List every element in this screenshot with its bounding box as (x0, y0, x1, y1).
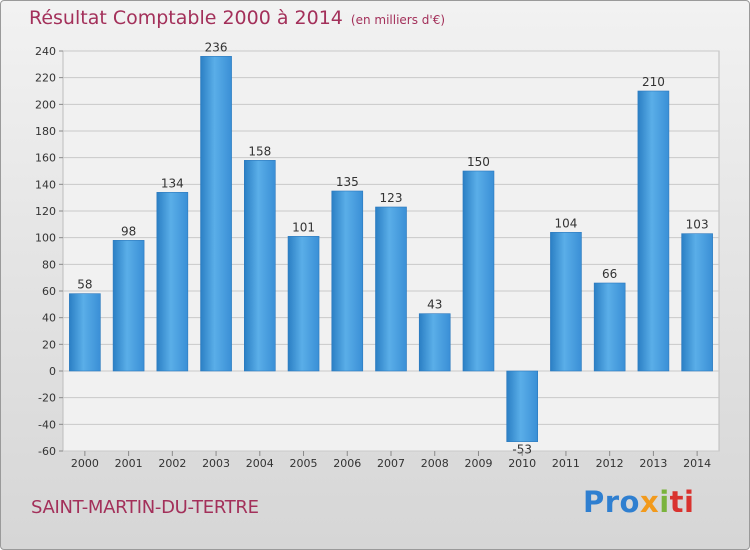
x-tick-label-2004: 2004 (246, 457, 274, 470)
logo-part-4: ti (669, 485, 695, 519)
data-label-2011: 104 (554, 216, 577, 230)
x-tick-label-2009: 2009 (464, 457, 492, 470)
x-tick-label-2010: 2010 (508, 457, 536, 470)
bar-2005 (287, 236, 320, 372)
data-label-2006: 135 (336, 175, 359, 189)
bar-2000 (69, 293, 101, 372)
y-tick-label: 240 (35, 45, 56, 58)
y-tick-label: 0 (49, 365, 56, 378)
y-tick-label: -20 (38, 392, 56, 405)
data-label-2001: 98 (121, 224, 136, 238)
y-tick-label: 140 (35, 178, 56, 191)
data-label-2002: 134 (161, 176, 184, 190)
bar-2006 (331, 190, 364, 372)
data-label-2014: 103 (686, 218, 709, 232)
x-tick-label-2011: 2011 (552, 457, 580, 470)
y-tick-label: 100 (35, 232, 56, 245)
y-tick-label: -60 (38, 445, 56, 458)
y-tick-label: 20 (42, 338, 56, 351)
bar-2013 (637, 90, 670, 372)
x-tick-label-2005: 2005 (290, 457, 318, 470)
bar-2009 (462, 170, 495, 372)
y-tick-label: 160 (35, 152, 56, 165)
data-label-2009: 150 (467, 155, 490, 169)
bar-2014 (681, 233, 713, 372)
bar-2007 (375, 206, 407, 372)
y-tick-label: 40 (42, 312, 56, 325)
y-tick-label: 80 (42, 258, 56, 271)
bar-2003 (200, 56, 232, 372)
y-tick-label: 60 (42, 285, 56, 298)
x-tick-label-2003: 2003 (202, 457, 230, 470)
x-tick-label-2000: 2000 (71, 457, 99, 470)
x-tick-label-2012: 2012 (596, 457, 624, 470)
bar-2011 (550, 232, 582, 372)
bar-2012 (593, 282, 626, 372)
bar-2004 (244, 160, 276, 372)
bar-2010 (506, 370, 539, 442)
data-label-2010: -53 (512, 443, 532, 457)
proxiti-logo[interactable]: Proxiti (583, 485, 694, 519)
y-tick-label: 120 (35, 205, 56, 218)
data-label-2007: 123 (380, 191, 403, 205)
x-tick-label-2008: 2008 (421, 457, 449, 470)
logo-part-2: x (639, 485, 660, 519)
chart-title: Résultat Comptable 2000 à 2014 (en millie… (29, 7, 445, 29)
bar-2002 (156, 192, 189, 372)
logo-part-3: i (659, 485, 670, 519)
x-tick-label-2014: 2014 (683, 457, 711, 470)
data-label-2005: 101 (292, 220, 315, 234)
y-tick-label: -40 (38, 418, 56, 431)
x-tick-label-2006: 2006 (333, 457, 361, 470)
x-tick-label-2013: 2013 (639, 457, 667, 470)
x-tick-label-2001: 2001 (115, 457, 143, 470)
data-label-2013: 210 (642, 75, 665, 89)
data-label-2003: 236 (205, 40, 228, 54)
x-tick-label-2007: 2007 (377, 457, 405, 470)
town-name: SAINT-MARTIN-DU-TERTRE (31, 497, 259, 518)
y-tick-label: 180 (35, 125, 56, 138)
data-label-2000: 58 (77, 278, 92, 292)
chart-title-text: Résultat Comptable 2000 à 2014 (29, 7, 343, 29)
data-label-2012: 66 (602, 267, 617, 281)
data-label-2004: 158 (248, 144, 271, 158)
x-tick-label-2002: 2002 (158, 457, 186, 470)
bar-2001 (112, 240, 145, 372)
logo-part-1: Pro (583, 485, 640, 519)
y-tick-label: 200 (35, 98, 56, 111)
y-tick-label: 220 (35, 72, 56, 85)
data-label-2008: 43 (427, 298, 442, 312)
chart-unit: (en milliers d'€) (350, 13, 446, 27)
bar-2008 (418, 313, 451, 372)
